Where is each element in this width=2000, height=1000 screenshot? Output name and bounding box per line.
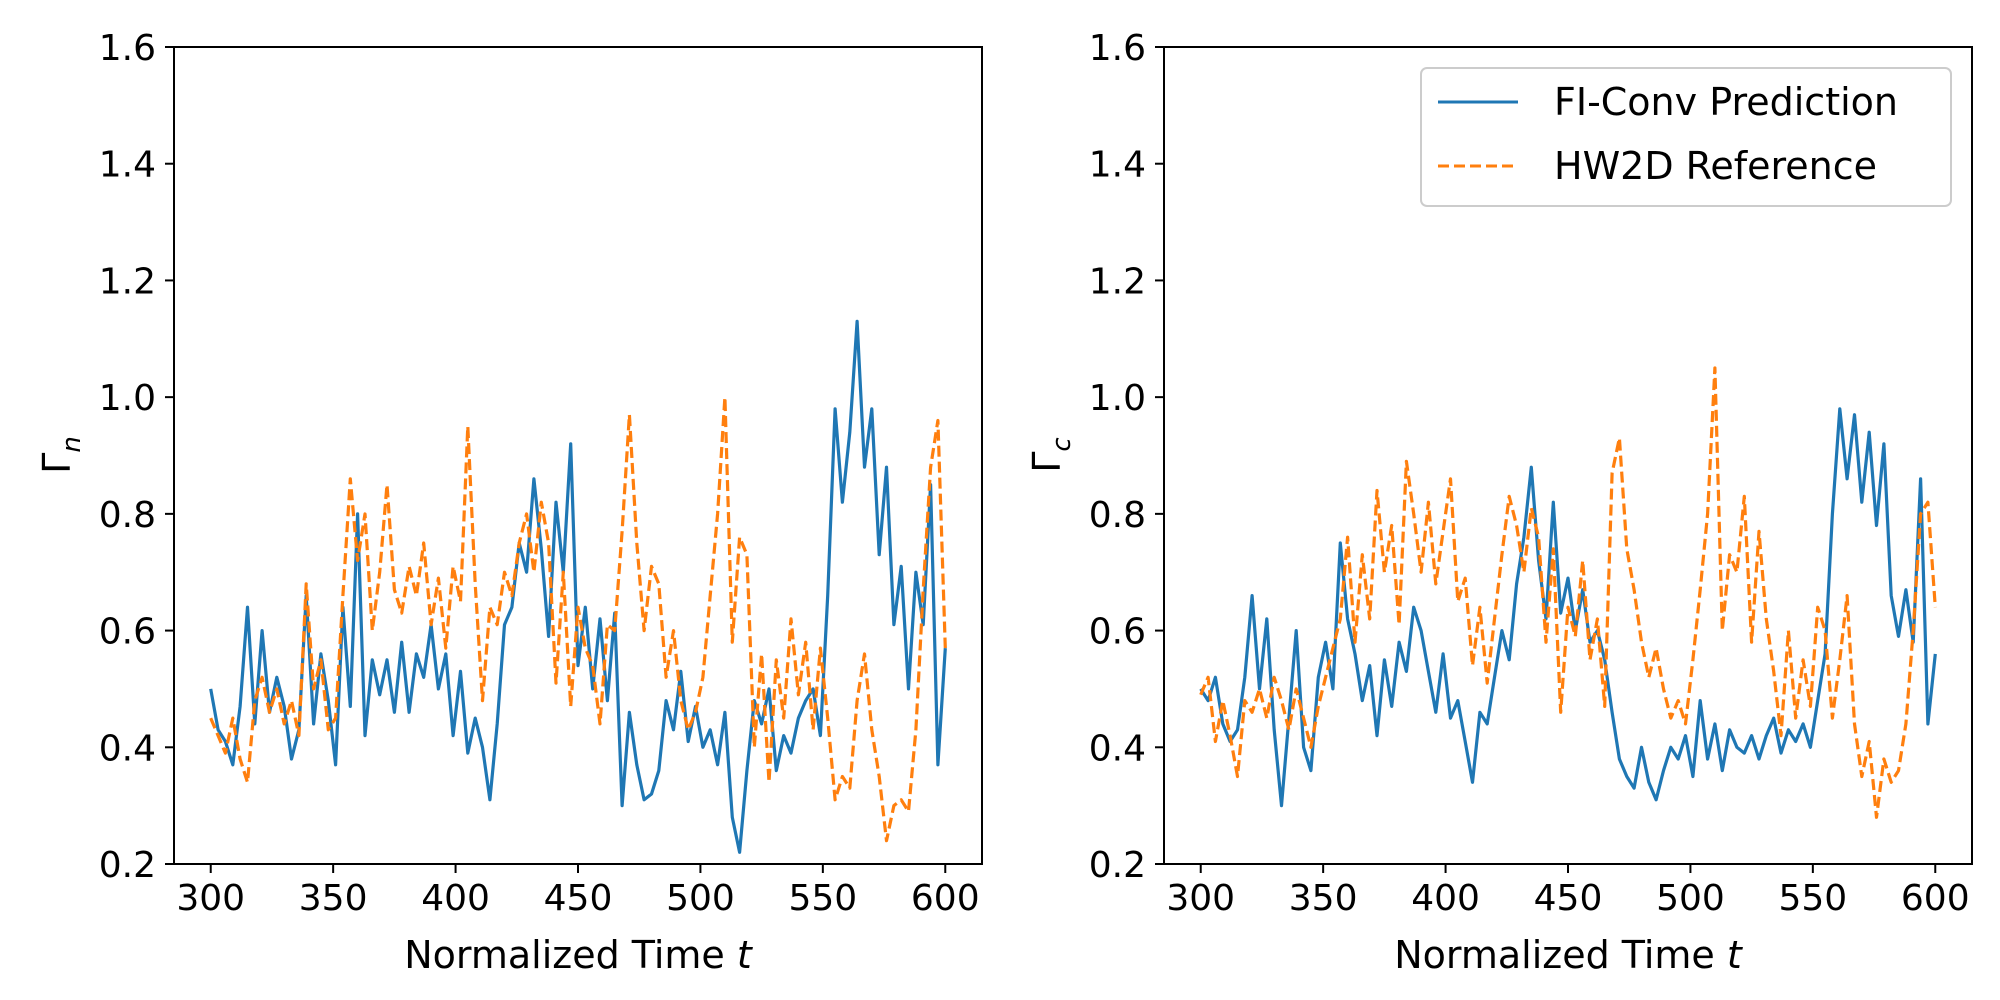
left-x-tick-label: 400	[421, 878, 490, 919]
right-y-ticks: 0.2 0.4 0.6 0.8 1.0 1.2 1.4 1.6	[1089, 28, 1164, 886]
right-x-tick-label: 300	[1166, 878, 1235, 919]
left-x-tick-label: 600	[911, 878, 980, 919]
right-x-axis-label-var: t	[1727, 933, 1744, 977]
left-series-fi-conv-prediction	[209, 319, 947, 854]
left-panel: 300 350 400 450 500 550 600 0.2 0.4 0.6 0.8 1.0 1.2…	[35, 28, 983, 977]
left-series-layer	[209, 319, 947, 854]
left-x-tick-label: 500	[666, 878, 735, 919]
left-y-tick-label: 0.4	[99, 728, 156, 769]
left-x-axis-label-var: t	[737, 933, 754, 977]
right-panel: 300 350 400 450 500 550 600 0.2 0.4 0.6 0.8 1.0 1.2…	[1025, 28, 1973, 977]
left-y-axis-label: Γn	[35, 436, 87, 474]
left-y-tick-label: 1.4	[99, 145, 156, 186]
right-y-tick-label: 1.6	[1089, 28, 1146, 69]
legend: FI-Conv Prediction HW2D Reference	[1420, 67, 1952, 207]
right-y-tick-label: 0.4	[1089, 728, 1146, 769]
left-x-axis-label: Normalized Time t	[404, 933, 754, 977]
left-y-ticks: 0.2 0.4 0.6 0.8 1.0 1.2 1.4 1.6	[99, 28, 174, 886]
left-x-tick-label: 350	[299, 878, 368, 919]
legend-label-hw2d: HW2D Reference	[1554, 144, 1877, 188]
left-x-tick-label: 550	[788, 878, 857, 919]
left-y-tick-label: 0.8	[99, 495, 156, 536]
left-y-tick-label: 1.2	[99, 261, 156, 302]
right-y-tick-label: 1.0	[1089, 378, 1146, 419]
legend-box	[1420, 67, 1952, 207]
left-y-axis-label-symbol: Γ	[35, 453, 79, 474]
right-x-tick-label: 350	[1289, 878, 1358, 919]
left-x-axis-label-text: Normalized Time	[404, 933, 725, 977]
left-y-axis-label-subscript: n	[57, 436, 87, 452]
right-y-tick-label: 0.6	[1089, 612, 1146, 653]
left-y-tick-label: 1.0	[99, 378, 156, 419]
right-series-hw2d-reference	[1199, 366, 1937, 819]
right-x-axis-label-text: Normalized Time	[1394, 933, 1715, 977]
right-x-ticks: 300 350 400 450 500 550 600	[1166, 864, 1970, 919]
left-x-tick-label: 300	[176, 878, 245, 919]
left-y-tick-label: 0.6	[99, 612, 156, 653]
right-y-axis-label-symbol: Γ	[1025, 452, 1069, 473]
right-series-layer	[1199, 366, 1937, 819]
right-y-axis-label: Γc	[1025, 437, 1077, 472]
left-x-ticks: 300 350 400 450 500 550 600	[176, 864, 980, 919]
right-x-tick-label: 600	[1901, 878, 1970, 919]
left-series-hw2d-reference	[209, 395, 947, 843]
right-x-tick-label: 450	[1534, 878, 1603, 919]
left-y-tick-label: 0.2	[99, 845, 156, 886]
right-x-tick-label: 500	[1656, 878, 1725, 919]
left-x-tick-label: 450	[544, 878, 613, 919]
right-x-tick-label: 550	[1778, 878, 1847, 919]
right-y-tick-label: 1.4	[1089, 145, 1146, 186]
right-y-axis-label-subscript: c	[1047, 437, 1077, 451]
right-x-axis-label: Normalized Time t	[1394, 933, 1744, 977]
right-y-tick-label: 1.2	[1089, 261, 1146, 302]
legend-label-fi-conv: FI-Conv Prediction	[1554, 80, 1898, 124]
right-y-tick-label: 0.8	[1089, 495, 1146, 536]
right-series-fi-conv-prediction	[1199, 407, 1937, 808]
right-x-tick-label: 400	[1411, 878, 1480, 919]
left-y-tick-label: 1.6	[99, 28, 156, 69]
right-y-tick-label: 0.2	[1089, 845, 1146, 886]
